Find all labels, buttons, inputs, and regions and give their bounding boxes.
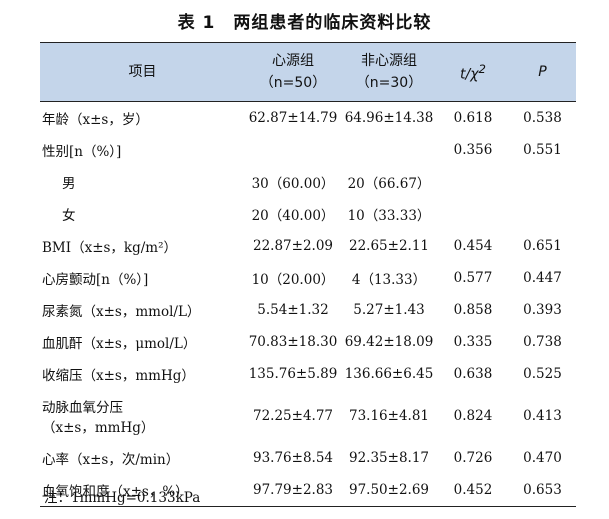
row-p: [509, 166, 576, 198]
row-label: 心房颤动[n（%）]: [42, 272, 149, 288]
row-p: 0.651: [523, 238, 562, 254]
table-row: 血肌酐（x±s，μmol/L） 70.83±18.30 69.42±18.09 …: [40, 326, 576, 358]
row-label-line2: （x±s，mmHg）: [42, 420, 155, 436]
row-t: 0.618: [453, 110, 493, 126]
header-t-text: t/χ: [460, 66, 479, 83]
row-p: 0.413: [523, 408, 562, 424]
row-t: 0.454: [453, 238, 493, 254]
table-row: 男 30（60.00） 20（66.67）: [40, 166, 576, 198]
row-group2: 10（33.33）: [347, 208, 431, 224]
row-label: 血肌酐（x±s，μmol/L）: [42, 336, 197, 352]
row-group1: 22.87±2.09: [252, 238, 334, 254]
table-row: 动脉血氧分压 （x±s，mmHg） 72.25±4.77 73.16±4.81 …: [40, 390, 576, 442]
row-p: 0.470: [523, 450, 562, 466]
header-group2-n: （n=30）: [355, 75, 423, 91]
row-t: 0.335: [453, 334, 493, 350]
row-label: 性别[n（%）]: [42, 144, 122, 160]
row-t: [437, 166, 509, 198]
row-group1: 70.83±18.30: [248, 334, 338, 350]
row-group2: 22.65±2.11: [348, 238, 430, 254]
row-group2: 92.35±8.17: [348, 450, 430, 466]
row-t: 0.858: [453, 302, 493, 318]
row-group2: [341, 134, 437, 166]
row-group1: 30（60.00）: [251, 176, 335, 192]
row-t: 0.356: [453, 142, 493, 158]
table-label: 表 1: [177, 13, 216, 33]
header-group1: 心源组 （n=50）: [245, 42, 341, 102]
row-group1: 10（20.00）: [251, 272, 335, 288]
row-label: 女: [62, 208, 76, 224]
row-label: 动脉血氧分压 （x±s，mmHg）: [40, 390, 245, 442]
row-group2: 69.42±18.09: [344, 334, 434, 350]
row-label: 收缩压（x±s，mmHg）: [42, 368, 195, 384]
row-p: 0.538: [523, 110, 562, 126]
table-caption: 两组患者的临床资料比较: [233, 13, 432, 33]
table-row: 尿素氮（x±s，mmol/L） 5.54±1.32 5.27±1.43 0.85…: [40, 294, 576, 326]
table-row: 年龄（x±s，岁） 62.87±14.79 64.96±14.38 0.618 …: [40, 102, 576, 135]
row-group2: 73.16±4.81: [348, 408, 430, 424]
row-p: 0.738: [523, 334, 562, 350]
header-group1-name: 心源组: [272, 53, 314, 69]
row-label: 男: [62, 176, 76, 192]
row-t: [437, 198, 509, 230]
row-t: 0.577: [453, 270, 493, 286]
row-p: [509, 198, 576, 230]
table-title: 表 1 两组患者的临床资料比较: [0, 8, 609, 33]
row-label-line1: 动脉血氧分压: [42, 400, 123, 416]
row-group2: 5.27±1.43: [353, 302, 425, 318]
clinical-data-table: 项目 心源组 （n=50） 非心源组 （n=30） t/χ2 P 年龄（x±s，…: [40, 42, 576, 507]
row-group2: 4（13.33）: [351, 272, 427, 288]
row-group1: 5.54±1.32: [257, 302, 329, 318]
header-t-sup: 2: [478, 62, 486, 77]
row-p: 0.447: [523, 270, 562, 286]
header-p: P: [509, 42, 576, 102]
row-group2: 20（66.67）: [347, 176, 431, 192]
row-label: 尿素氮（x±s，mmol/L）: [42, 304, 201, 320]
row-group2: 97.50±2.69: [341, 474, 437, 507]
header-group2: 非心源组 （n=30）: [341, 42, 437, 102]
row-label: 血氧饱和度（x±s，%）: [40, 474, 245, 507]
table-row: 心率（x±s，次/min） 93.76±8.54 92.35±8.17 0.72…: [40, 442, 576, 474]
row-group1: 20（40.00）: [251, 208, 335, 224]
row-p: 0.393: [523, 302, 562, 318]
row-p: 0.653: [509, 474, 576, 507]
row-group1: 97.79±2.83: [245, 474, 341, 507]
row-group1: 135.76±5.89: [248, 366, 338, 382]
row-group1: 62.87±14.79: [248, 110, 338, 126]
table-row: 血氧饱和度（x±s，%） 97.79±2.83 97.50±2.69 0.452…: [40, 474, 576, 507]
row-t: 0.452: [437, 474, 509, 507]
row-group1: 93.76±8.54: [252, 450, 334, 466]
header-group1-n: （n=50）: [259, 75, 327, 91]
header-group2-name: 非心源组: [361, 53, 417, 69]
table-row: 女 20（40.00） 10（33.33）: [40, 198, 576, 230]
row-group2: 136.66±6.45: [344, 366, 434, 382]
table-row: BMI（x±s，kg/m²） 22.87±2.09 22.65±2.11 0.4…: [40, 230, 576, 262]
row-label: 心率（x±s，次/min）: [42, 452, 180, 468]
row-t: 0.824: [453, 408, 493, 424]
row-label: 年龄（x±s，岁）: [42, 112, 149, 128]
row-group2: 64.96±14.38: [344, 110, 434, 126]
header-t-chi2: t/χ2: [437, 42, 509, 102]
row-label: BMI（x±s，kg/m²）: [42, 240, 178, 256]
table-row: 性别[n（%）] 0.356 0.551: [40, 134, 576, 166]
header-row: 项目 心源组 （n=50） 非心源组 （n=30） t/χ2 P: [40, 42, 576, 102]
row-group1: [245, 134, 341, 166]
row-t: 0.638: [453, 366, 493, 382]
row-group1: 72.25±4.77: [252, 408, 334, 424]
table-row: 收缩压（x±s，mmHg） 135.76±5.89 136.66±6.45 0.…: [40, 358, 576, 390]
header-item: 项目: [40, 42, 245, 102]
row-p: 0.525: [523, 366, 562, 382]
row-t: 0.726: [453, 450, 493, 466]
row-p: 0.551: [523, 142, 562, 158]
table-row: 心房颤动[n（%）] 10（20.00） 4（13.33） 0.577 0.44…: [40, 262, 576, 294]
table-footnote: 注：1mmHg=0.133kPa: [44, 490, 201, 506]
